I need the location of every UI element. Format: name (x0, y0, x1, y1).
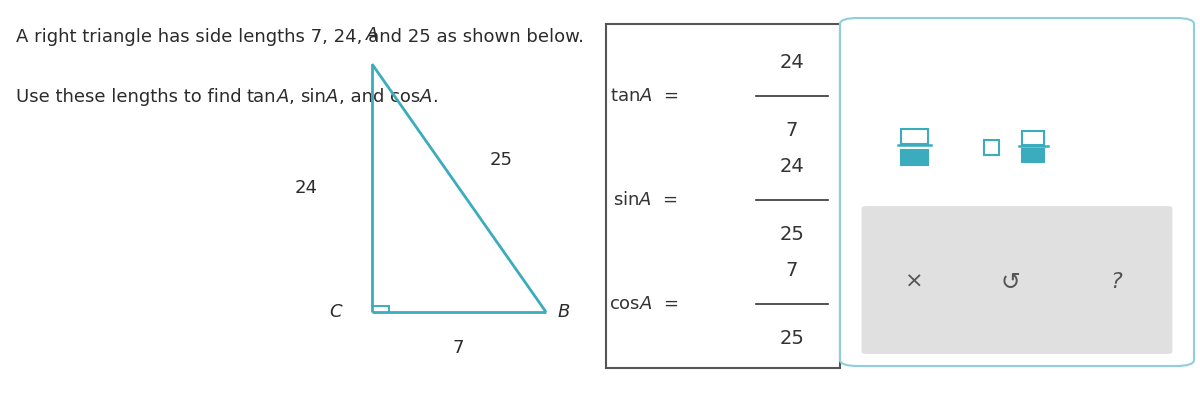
Text: 25: 25 (490, 151, 512, 169)
FancyBboxPatch shape (862, 206, 1172, 354)
Text: 7: 7 (452, 339, 464, 357)
Text: ,: , (289, 88, 300, 106)
Text: cos: cos (390, 88, 420, 106)
Bar (1022, 149, 1044, 162)
Text: sin: sin (300, 88, 326, 106)
Text: 25: 25 (780, 328, 804, 348)
Text: ↺: ↺ (1001, 270, 1020, 294)
Text: cos$A$  =: cos$A$ = (608, 295, 678, 313)
Bar (901, 150, 928, 165)
Text: ×: × (905, 272, 924, 292)
Bar (901, 129, 928, 144)
Text: ?: ? (1110, 272, 1122, 292)
Text: 24: 24 (780, 52, 804, 72)
Text: A: A (420, 88, 432, 106)
Text: tan$A$  =: tan$A$ = (610, 87, 678, 105)
Text: A: A (276, 88, 289, 106)
Text: tan: tan (247, 88, 276, 106)
Text: 25: 25 (780, 224, 804, 244)
Text: 24: 24 (780, 156, 804, 176)
Text: , and: , and (338, 88, 390, 106)
Text: A: A (366, 26, 378, 44)
FancyBboxPatch shape (840, 18, 1194, 366)
Text: A right triangle has side lengths 7, 24, and 25 as shown below.: A right triangle has side lengths 7, 24,… (16, 28, 583, 46)
Text: Use these lengths to find: Use these lengths to find (16, 88, 247, 106)
Bar (984, 140, 1000, 156)
Text: 7: 7 (786, 260, 798, 280)
Bar (1022, 131, 1044, 145)
Text: A: A (326, 88, 338, 106)
Bar (606, 24, 840, 368)
Text: B: B (558, 303, 570, 321)
Text: 7: 7 (786, 120, 798, 140)
Text: C: C (329, 303, 342, 321)
Text: 24: 24 (294, 179, 318, 197)
Text: sin$A$  =: sin$A$ = (613, 191, 678, 209)
Text: .: . (432, 88, 438, 106)
